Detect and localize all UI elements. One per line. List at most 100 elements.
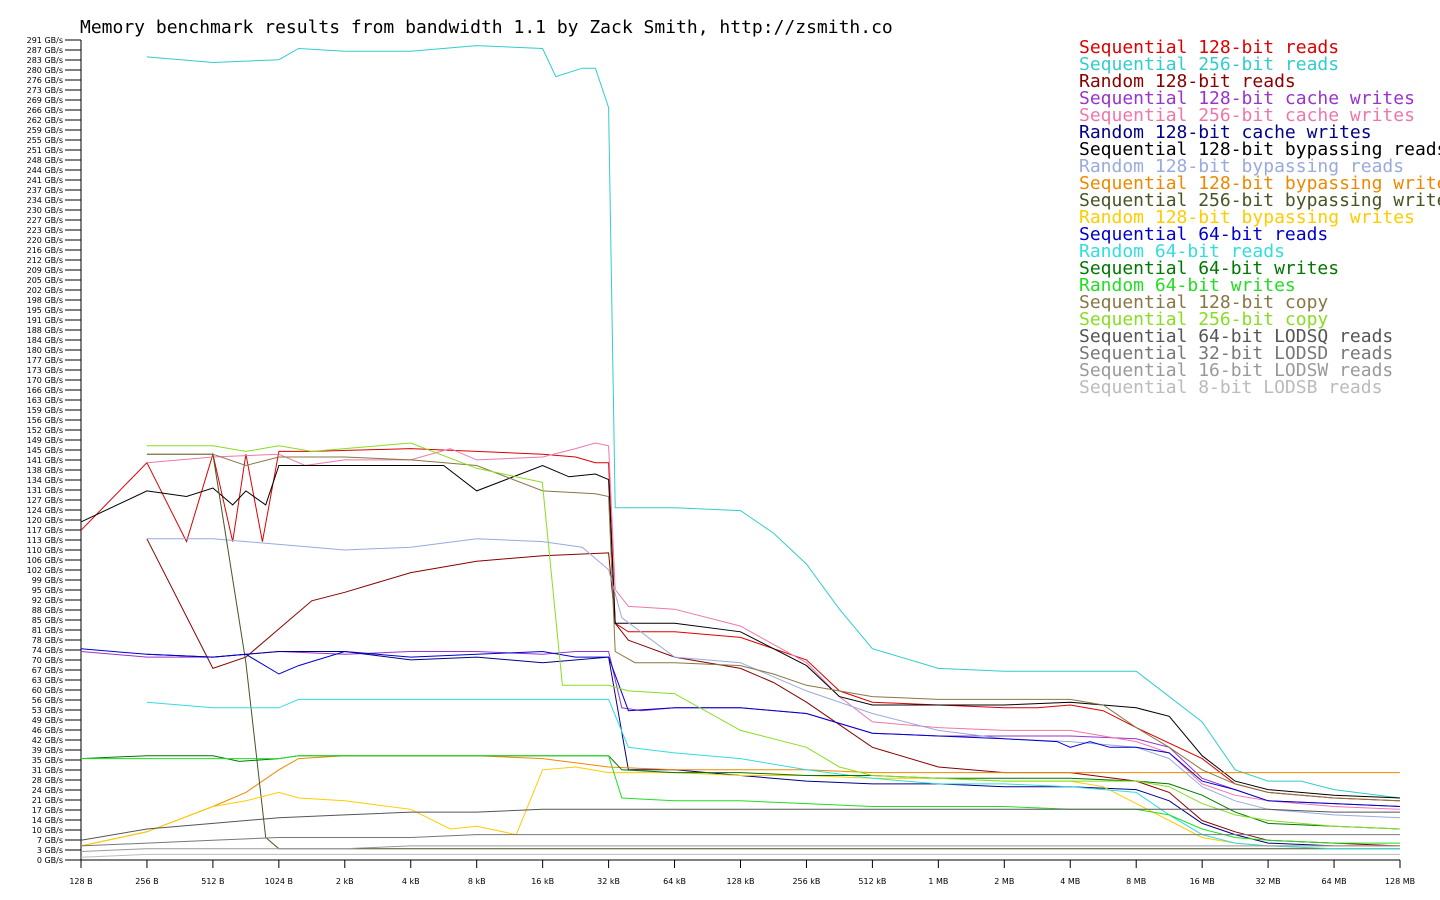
y-tick-label: 280 GB/s: [27, 66, 63, 75]
y-tick-label: 39 GB/s: [32, 746, 63, 755]
legend-entry: Random 128-bit cache writes: [1079, 122, 1372, 143]
series-line-2: [146, 45, 1401, 799]
y-tick-label: 173 GB/s: [27, 366, 63, 375]
y-tick-label: 145 GB/s: [27, 446, 63, 455]
y-tick-label: 0 GB/s: [37, 856, 63, 865]
x-tick-label: 8 kB: [468, 877, 486, 886]
y-tick-label: 230 GB/s: [27, 206, 63, 215]
y-tick-label: 127 GB/s: [27, 496, 63, 505]
x-tick-label: 32 kB: [597, 877, 620, 886]
y-tick-label: 138 GB/s: [27, 466, 63, 475]
x-tick-label: 16 MB: [1190, 877, 1215, 886]
series-line-10: [146, 453, 1400, 850]
series-line-1: [80, 448, 1401, 802]
y-tick-label: 31 GB/s: [32, 766, 63, 775]
y-tick-label: 262 GB/s: [27, 116, 63, 125]
legend-entry: Sequential 64-bit writes: [1079, 258, 1339, 279]
series-line-5: [146, 442, 1401, 810]
y-tick-label: 106 GB/s: [27, 556, 63, 565]
y-tick-label: 28 GB/s: [32, 776, 63, 785]
series-line-18: [80, 808, 1400, 841]
legend-entry: Sequential 256-bit cache writes: [1079, 105, 1415, 126]
series-line-17: [146, 442, 1401, 830]
y-tick-label: 70 GB/s: [32, 656, 63, 665]
y-tick-label: 24 GB/s: [32, 786, 63, 795]
series-line-21: [80, 853, 1400, 858]
legend-entry: Sequential 16-bit LODSW reads: [1079, 360, 1393, 381]
y-tick-label: 248 GB/s: [27, 156, 63, 165]
legend-entry: Random 64-bit writes: [1079, 275, 1296, 296]
y-tick-label: 156 GB/s: [27, 416, 63, 425]
x-tick-label: 256 kB: [792, 877, 820, 886]
x-tick-label: 1024 B: [265, 877, 293, 886]
legend-entry: Sequential 8-bit LODSB reads: [1079, 377, 1382, 398]
y-tick-label: 205 GB/s: [27, 276, 63, 285]
x-tick-label: 4 MB: [1060, 877, 1080, 886]
y-tick-label: 184 GB/s: [27, 336, 63, 345]
series-line-6: [146, 651, 1400, 847]
y-tick-label: 99 GB/s: [32, 576, 63, 585]
x-tick-label: 128 kB: [727, 877, 755, 886]
y-tick-label: 220 GB/s: [27, 236, 63, 245]
y-tick-label: 134 GB/s: [27, 476, 63, 485]
y-tick-label: 198 GB/s: [27, 296, 63, 305]
x-tick-label: 32 MB: [1256, 877, 1281, 886]
legend-entry: Random 128-bit reads: [1079, 71, 1296, 92]
y-tick-label: 287 GB/s: [27, 46, 63, 55]
y-tick-label: 53 GB/s: [32, 706, 63, 715]
y-tick-label: 81 GB/s: [32, 626, 63, 635]
y-tick-label: 117 GB/s: [27, 526, 63, 535]
y-tick-label: 149 GB/s: [27, 436, 63, 445]
y-tick-label: 269 GB/s: [27, 96, 63, 105]
y-tick-label: 74 GB/s: [32, 646, 63, 655]
x-tick-label: 128 MB: [1385, 877, 1415, 886]
legend-entry: Sequential 64-bit LODSQ reads: [1079, 326, 1393, 347]
y-tick-label: 251 GB/s: [27, 146, 63, 155]
legend-entry: Random 64-bit reads: [1079, 241, 1285, 262]
y-tick-label: 241 GB/s: [27, 176, 63, 185]
y-tick-label: 60 GB/s: [32, 686, 63, 695]
y-tick-label: 273 GB/s: [27, 86, 63, 95]
y-tick-label: 42 GB/s: [32, 736, 63, 745]
legend-entry: Sequential 256-bit bypassing writes: [1079, 190, 1440, 211]
y-tick-label: 113 GB/s: [27, 536, 63, 545]
y-tick-label: 92 GB/s: [32, 596, 63, 605]
y-tick-label: 56 GB/s: [32, 696, 63, 705]
x-tick-label: 64 kB: [663, 877, 686, 886]
series-line-8: [146, 538, 1401, 819]
x-tick-label: 8 MB: [1126, 877, 1146, 886]
legend-entry: Sequential 128-bit reads: [1079, 37, 1339, 58]
series-layer: [80, 45, 1401, 858]
y-tick-label: 141 GB/s: [27, 456, 63, 465]
y-tick-label: 216 GB/s: [27, 246, 63, 255]
y-tick-label: 159 GB/s: [27, 406, 63, 415]
y-tick-label: 14 GB/s: [32, 816, 63, 825]
y-tick-label: 255 GB/s: [27, 136, 63, 145]
series-line-16: [146, 453, 1401, 802]
y-tick-label: 291 GB/s: [27, 36, 63, 45]
x-tick-label: 4 kB: [402, 877, 420, 886]
x-tick-label: 64 MB: [1321, 877, 1346, 886]
y-tick-label: 85 GB/s: [32, 616, 63, 625]
x-tick-label: 256 B: [135, 877, 158, 886]
legend-entry: Sequential 256-bit copy: [1079, 309, 1328, 330]
y-tick-label: 110 GB/s: [27, 546, 63, 555]
y-tick-label: 35 GB/s: [32, 756, 63, 765]
y-tick-label: 63 GB/s: [32, 676, 63, 685]
y-tick-label: 170 GB/s: [27, 376, 63, 385]
y-tick-label: 21 GB/s: [32, 796, 63, 805]
legend-entry: Sequential 128-bit cache writes: [1079, 88, 1415, 109]
y-tick-label: 237 GB/s: [27, 186, 63, 195]
y-tick-label: 95 GB/s: [32, 586, 63, 595]
legend-entry: Sequential 32-bit LODSD reads: [1079, 343, 1393, 364]
series-line-12: [80, 648, 1401, 807]
legend-entry: Random 128-bit bypassing writes: [1079, 207, 1415, 228]
y-tick-label: 180 GB/s: [27, 346, 63, 355]
y-tick-label: 88 GB/s: [32, 606, 63, 615]
y-tick-label: 191 GB/s: [27, 316, 63, 325]
series-line-19: [80, 834, 1400, 847]
chart-title: Memory benchmark results from bandwidth …: [80, 17, 893, 38]
y-tick-label: 131 GB/s: [27, 486, 63, 495]
